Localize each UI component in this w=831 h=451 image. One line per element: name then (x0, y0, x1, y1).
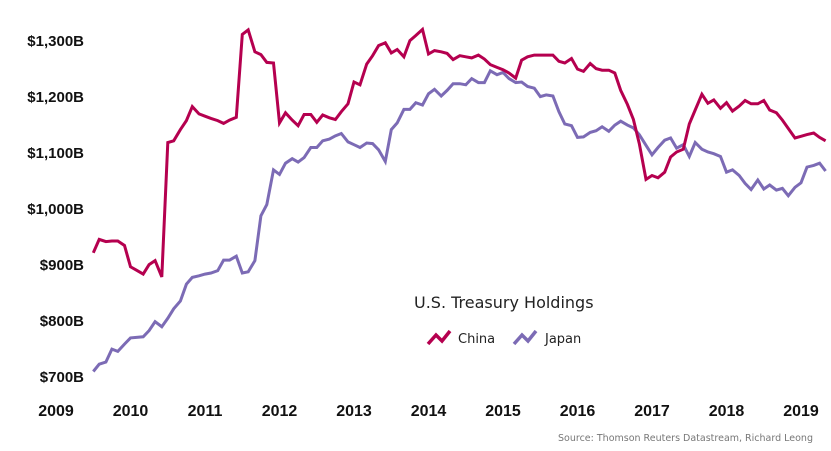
y-tick-label: $1,300B (27, 33, 84, 50)
y-tick-label: $700B (40, 369, 84, 386)
source-note: Source: Thomson Reuters Datastream, Rich… (558, 433, 813, 444)
y-tick-label: $800B (40, 313, 84, 330)
legend: U.S. Treasury Holdings China Japan (414, 293, 594, 347)
x-tick-label: 2016 (560, 403, 596, 420)
x-tick-label: 2014 (411, 403, 447, 420)
china-legend-line-icon (426, 329, 452, 346)
x-tick-label: 2015 (485, 403, 521, 420)
legend-label-china: China (458, 332, 495, 347)
x-tick-label: 2009 (38, 403, 74, 420)
legend-label-japan: Japan (544, 332, 581, 347)
y-tick-label: $900B (40, 257, 84, 274)
japan-line (92, 68, 827, 373)
x-tick-label: 2013 (336, 403, 372, 420)
x-axis-ticks: 2009 2010 2011 2012 2013 2014 2015 2016 … (38, 403, 819, 420)
y-axis-ticks: $700B $800B $900B $1,000B $1,100B $1,200… (27, 33, 84, 386)
x-tick-label: 2012 (262, 403, 298, 420)
x-tick-label: 2018 (709, 403, 745, 420)
series-lines (91, 26, 827, 373)
x-tick-label: 2011 (188, 403, 223, 420)
y-tick-label: $1,100B (27, 145, 84, 162)
x-tick-label: 2019 (783, 403, 819, 420)
x-tick-label: 2010 (113, 403, 149, 420)
x-tick-label: 2017 (634, 403, 670, 420)
china-line (91, 26, 827, 278)
chart-title: U.S. Treasury Holdings (414, 293, 594, 312)
y-tick-label: $1,000B (27, 201, 84, 218)
japan-legend-line-icon (512, 329, 538, 346)
y-tick-label: $1,200B (27, 89, 84, 106)
